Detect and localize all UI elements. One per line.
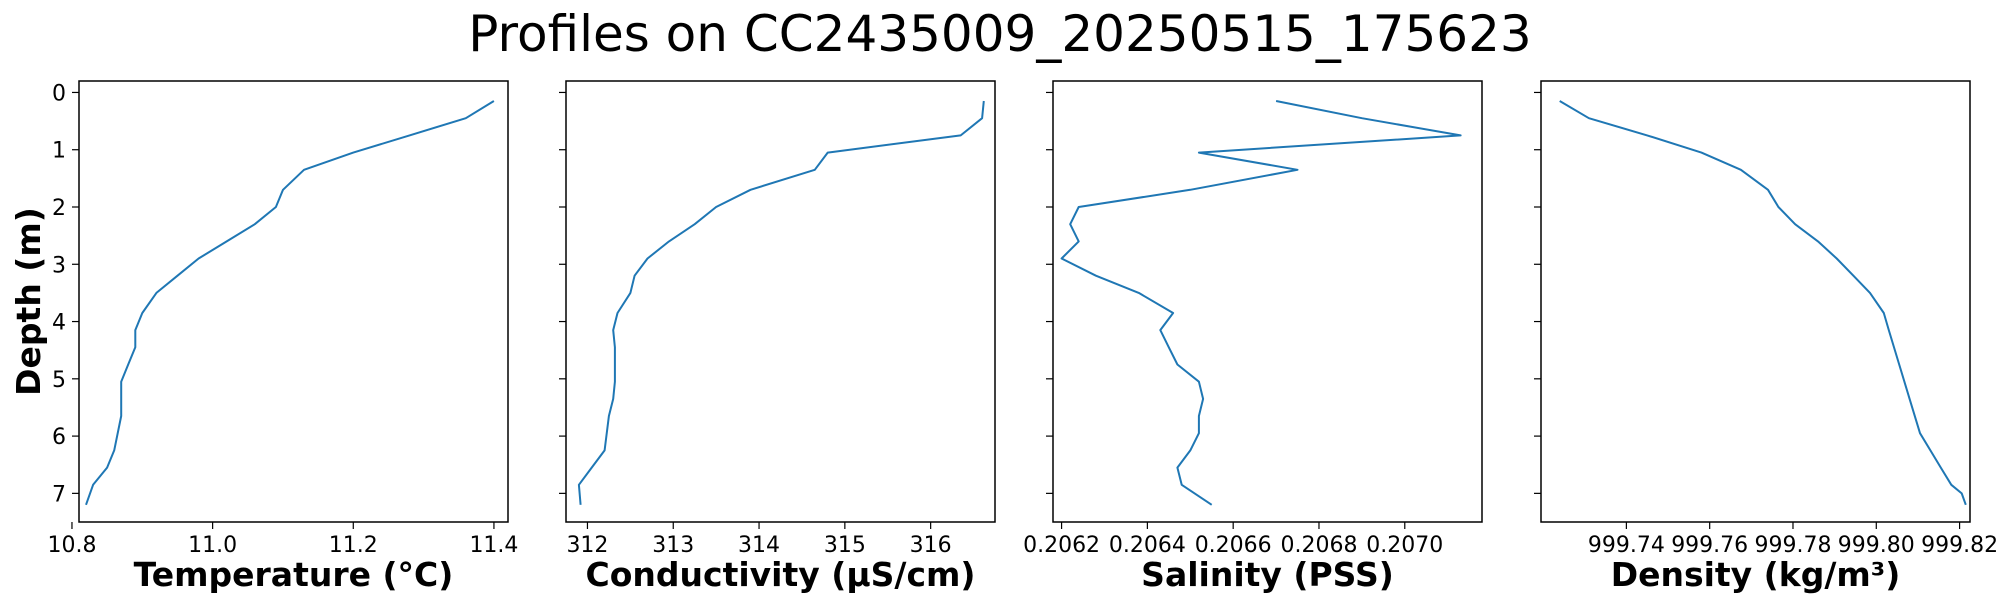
x-tick-label: 999.74 (1588, 533, 1665, 558)
series-line-2 (577, 100, 985, 505)
y-tick-label: 2 (52, 196, 66, 221)
panel-1: 10.8 11.0 11.2 11.4 0 1 2 3 4 5 6 7 Temperature (°C)… (9, 80, 518, 594)
x-tick-label: 0.2070 (1366, 533, 1443, 558)
x-tick-label: 0.2066 (1195, 533, 1272, 558)
x-tick-label: 312 (566, 533, 608, 558)
x-axis-label-1: Temperature (°C) (134, 555, 454, 594)
y-tick-label: 1 (52, 139, 66, 164)
x-tick-label: 0.2068 (1280, 533, 1357, 558)
plot-frame-3 (1052, 80, 1483, 523)
x-tick-label: 314 (738, 533, 780, 558)
plot-frame-4 (1540, 80, 1971, 523)
x-tick-label: 11.0 (188, 533, 237, 558)
y-tick-label: 4 (52, 311, 66, 336)
y-tick-label: 6 (52, 425, 66, 450)
x-tick-label: 11.4 (469, 533, 518, 558)
x-tick-label: 999.80 (1838, 533, 1915, 558)
x-tick-label: 316 (910, 533, 952, 558)
plot-frame-2 (565, 80, 996, 523)
series-line-3 (1060, 100, 1462, 506)
x-tick-label: 313 (652, 533, 694, 558)
x-tick-label: 10.8 (47, 533, 96, 558)
x-tick-label: 11.2 (329, 533, 378, 558)
y-tick-label: 7 (52, 482, 66, 507)
y-tick-label: 3 (52, 253, 66, 278)
y-axis-label: Depth (m) (9, 207, 48, 396)
x-tick-label: 999.78 (1754, 533, 1831, 558)
x-tick-label: 999.82 (1921, 533, 1998, 558)
plot-frame-1 (78, 80, 509, 523)
x-tick-label: 999.76 (1671, 533, 1748, 558)
series-line-4 (1559, 100, 1967, 506)
x-axis-label-3: Salinity (PSS) (1141, 555, 1394, 594)
x-tick-label: 0.2062 (1023, 533, 1100, 558)
x-axis-label-4: Density (kg/m³) (1611, 555, 1901, 594)
x-tick-label: 315 (824, 533, 866, 558)
y-tick-label: 0 (52, 81, 66, 106)
x-axis-label-2: Conductivity (µS/cm) (586, 555, 976, 594)
x-tick-label: 0.2064 (1109, 533, 1186, 558)
panel-4: 999.74 999.76 999.78 999.80 999.82 Density (k… (1534, 80, 1998, 594)
figure-title: Profiles on CC2435009_20250515_175623 (468, 5, 1532, 63)
y-tick-label: 5 (52, 368, 66, 393)
series-line-1 (85, 100, 495, 506)
